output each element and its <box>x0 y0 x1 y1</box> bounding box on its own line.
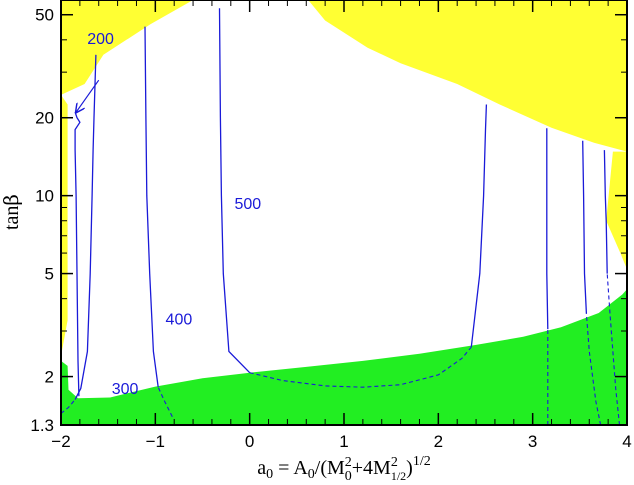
contour-label-500: 500 <box>234 196 261 213</box>
x-tick-label: 0 <box>245 432 254 451</box>
x-tick-label: −2 <box>51 432 70 451</box>
yellow-excluded-region-1 <box>308 0 627 152</box>
x-tick-label: 1 <box>339 432 348 451</box>
contour-500-dashed-line <box>249 346 472 388</box>
contour-label-200: 200 <box>87 31 114 48</box>
y-tick-label: 1.3 <box>30 416 54 435</box>
contour-unlabeled-6-line <box>582 140 588 314</box>
y-axis-label: tanβ <box>0 194 23 230</box>
contour-200-line <box>74 111 81 397</box>
y-tick-label: 20 <box>35 109 54 128</box>
y-tick-label: 50 <box>35 6 54 25</box>
contour-300-dashed-line <box>61 399 76 414</box>
x-tick-label: 3 <box>528 432 537 451</box>
yellow-excluded-region-0 <box>61 0 194 95</box>
y-tick-label: 2 <box>45 368 54 387</box>
x-tick-label: 2 <box>434 432 443 451</box>
contour-labels: 200 300 400 500 <box>76 31 261 398</box>
contour-unlabeled-4-line <box>470 104 488 348</box>
yellow-excluded-region-2 <box>61 94 68 357</box>
axis-ticks: −2 −1 0 1 2 3 4 1.3 2 5 10 20 50 <box>30 0 632 451</box>
contour-unlabeled-7-line <box>603 150 608 274</box>
contour-500-line <box>218 8 251 374</box>
y-tick-label: 10 <box>35 187 54 206</box>
green-excluded-region-0 <box>61 289 627 425</box>
contour-400-dashed-line <box>157 386 173 417</box>
contour-unlabeled-5-line <box>546 128 549 330</box>
contour-300-line <box>74 54 97 400</box>
x-axis-label: a0 = A0/(M2 0+4M2 1/2)1/2 <box>257 454 430 484</box>
mass-contours <box>61 8 621 425</box>
contour-label-300: 300 <box>112 381 139 398</box>
x-tick-label: 4 <box>622 432 631 451</box>
y-tick-label: 5 <box>45 265 54 284</box>
contour-200-arrow <box>76 79 100 112</box>
contour-label-400: 400 <box>166 312 193 329</box>
contour-400-line <box>144 26 159 388</box>
excluded-regions <box>61 0 627 425</box>
x-tick-label: −1 <box>146 432 165 451</box>
yellow-excluded-region-3 <box>606 151 627 270</box>
contour-unlabeled-6-dashed-line <box>585 313 602 425</box>
